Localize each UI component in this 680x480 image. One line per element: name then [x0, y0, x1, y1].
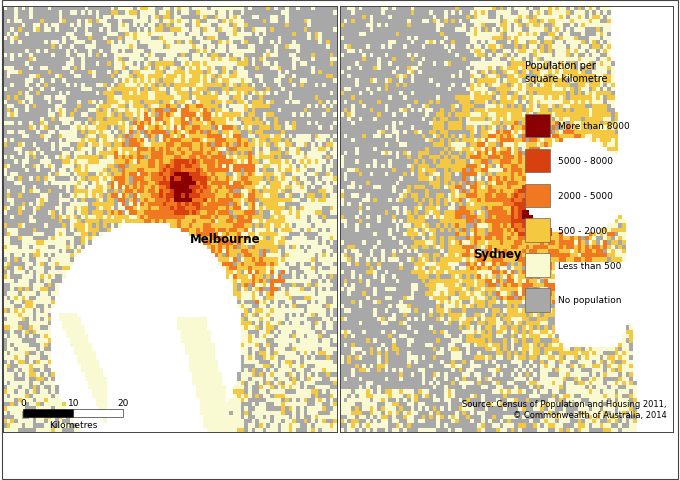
Bar	[73, 409, 123, 417]
Text: No population: No population	[558, 296, 622, 305]
Text: Less than 500: Less than 500	[558, 261, 622, 270]
Bar	[525, 114, 550, 138]
Text: Source: Census of Population and Housing 2011,
© Commonwealth of Australia, 2014: Source: Census of Population and Housing…	[462, 399, 666, 419]
Text: 500 - 2000: 500 - 2000	[558, 226, 607, 235]
Text: 5000 - 8000: 5000 - 8000	[558, 156, 613, 166]
Text: 0: 0	[20, 398, 27, 407]
Text: 20: 20	[118, 398, 129, 407]
Text: Melbourne: Melbourne	[190, 232, 260, 245]
Text: 10: 10	[67, 398, 79, 407]
Bar	[525, 254, 550, 277]
Bar	[525, 219, 550, 242]
Text: 2000 - 5000: 2000 - 5000	[558, 192, 613, 200]
Text: Population per
square kilometre: Population per square kilometre	[525, 61, 607, 84]
Text: Kilometres: Kilometres	[49, 420, 97, 430]
Bar	[525, 184, 550, 207]
Bar	[23, 409, 73, 417]
Text: Sydney: Sydney	[473, 247, 522, 260]
Bar	[525, 288, 550, 312]
Bar	[525, 149, 550, 173]
Text: More than 8000: More than 8000	[558, 121, 630, 131]
